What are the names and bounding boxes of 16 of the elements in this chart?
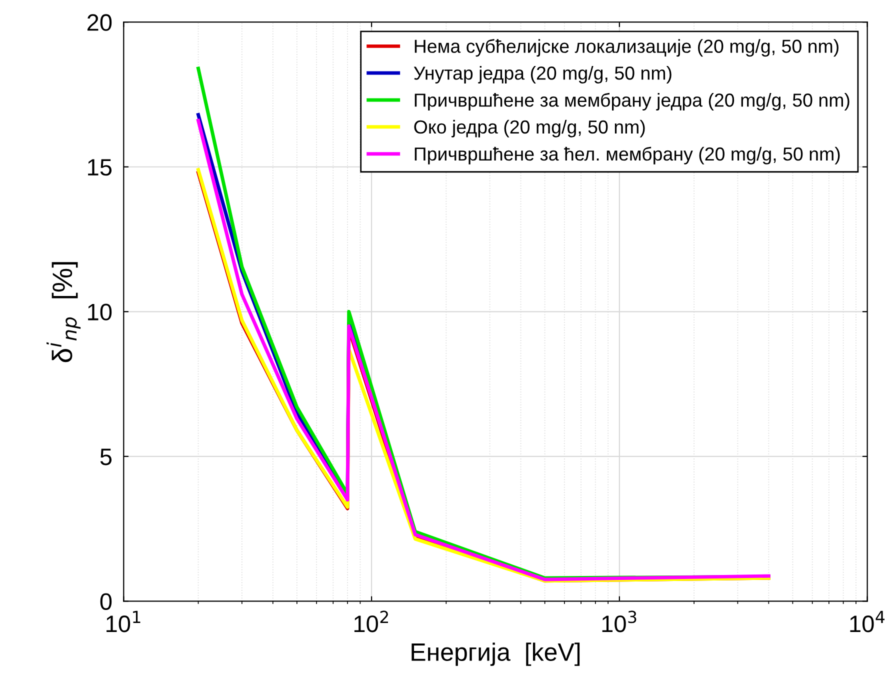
y-tick-label: 0	[100, 593, 112, 610]
legend-label: Причвршћене за мембрану једра (20 mg/g, 50 nm)	[414, 92, 850, 110]
legend-label: Унутар једра (20 mg/g, 50 nm)	[414, 66, 672, 84]
legend-label: Око једра (20 mg/g, 50 nm)	[414, 120, 645, 138]
x-tick-label: 10$^{4}$	[850, 610, 885, 632]
y-axis-title: δ$^{i}$$_{np}$ [%]	[46, 262, 81, 362]
y-tick-label: 10	[88, 304, 112, 320]
y-tick-label: 20	[87, 14, 112, 31]
x-tick-label: 10$^{2}$	[354, 610, 388, 632]
legend-label: Причвршћене за ћел. мембрану (20 mg/g, 50 nm)	[414, 146, 840, 164]
x-axis-title: Енергија [keV]	[412, 642, 580, 666]
legend-label: Нема субћелијске локализације (20 mg/g, 50 nm)	[414, 38, 838, 57]
x-tick-label: 10$^{3}$	[602, 610, 636, 632]
y-tick-label: 5	[100, 448, 112, 466]
y-tick-label: 15	[88, 159, 112, 176]
x-tick-label: 10$^{1}$	[106, 610, 140, 632]
